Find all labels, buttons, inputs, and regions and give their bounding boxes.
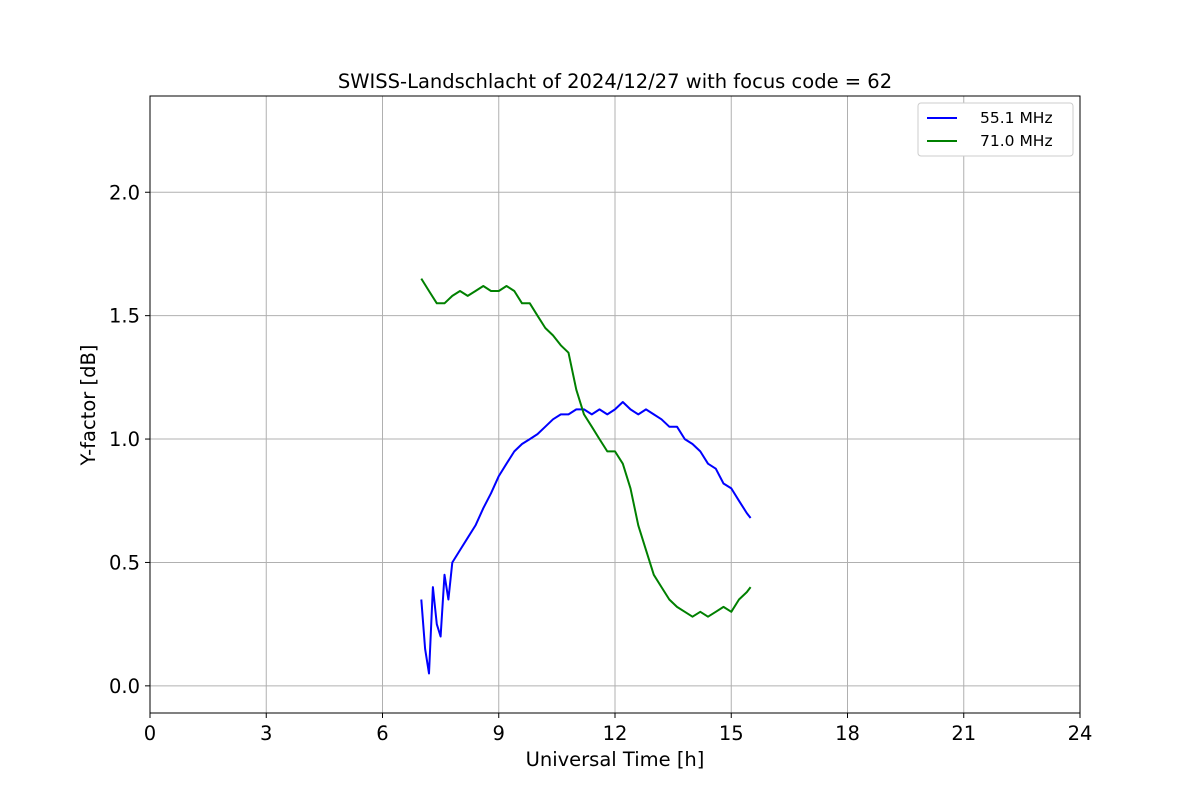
x-tick-label: 0 (144, 722, 156, 745)
ticks: 0 3 6 9 12 15 18 21 24 0.0 0.5 1.0 1.5 2.0 (109, 181, 1092, 745)
series-layer (420, 278, 752, 675)
x-tick-label: 3 (260, 722, 272, 745)
y-tick-label: 2.0 (109, 181, 140, 204)
x-tick-label: 18 (835, 722, 860, 745)
chart-title: SWISS-Landschlacht of 2024/12/27 with fo… (338, 70, 892, 93)
series-line-71-0-mhz (420, 278, 752, 618)
x-axis-label: Universal Time [h] (526, 748, 705, 771)
y-tick-label: 1.5 (109, 305, 140, 328)
x-tick-label: 21 (951, 722, 976, 745)
x-tick-label: 15 (719, 722, 744, 745)
x-tick-label: 9 (493, 722, 505, 745)
x-tick-label: 6 (376, 722, 388, 745)
y-tick-label: 1.0 (109, 428, 140, 451)
legend-label-55-1-mhz: 55.1 MHz (980, 109, 1053, 127)
y-tick-label: 0.0 (109, 675, 140, 698)
legend-label-71-0-mhz: 71.0 MHz (980, 132, 1053, 150)
x-tick-label: 12 (603, 722, 628, 745)
legend-box (917, 102, 1074, 157)
y-axis-label: Y-factor [dB] (77, 345, 100, 467)
x-tick-label: 24 (1068, 722, 1093, 745)
y-tick-label: 0.5 (109, 551, 140, 574)
legend: 55.1 MHz 71.0 MHz (917, 102, 1074, 157)
series-line-55-1-mhz (420, 401, 752, 675)
